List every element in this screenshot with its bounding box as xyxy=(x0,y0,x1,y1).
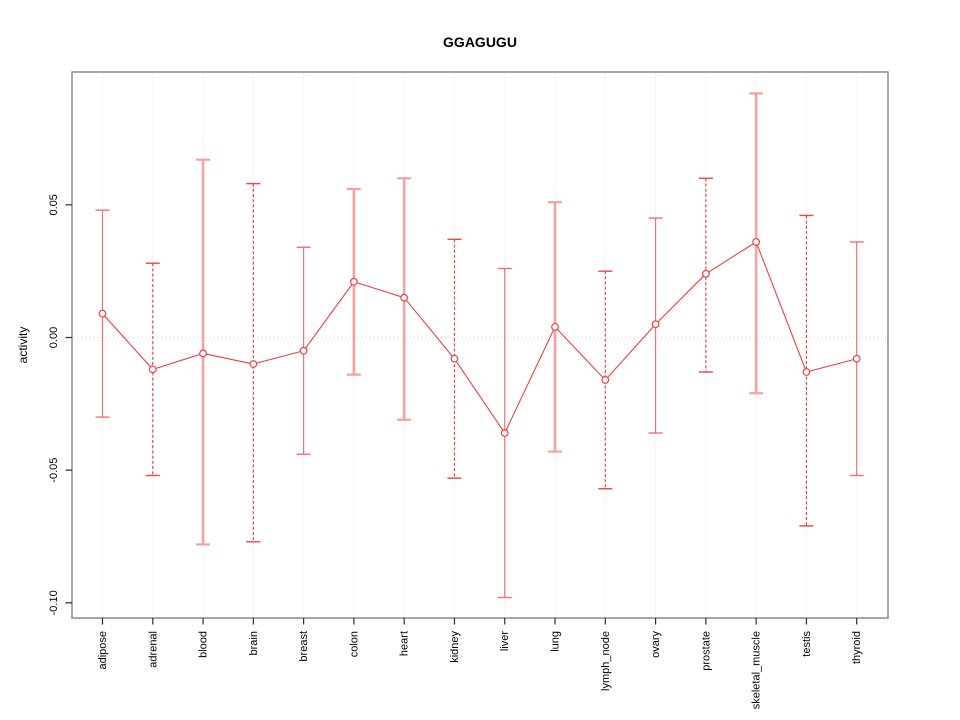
data-point xyxy=(651,320,660,329)
data-point xyxy=(199,349,207,358)
x-tick-label: heart xyxy=(399,631,411,656)
series-segment xyxy=(353,281,405,299)
data-point xyxy=(500,429,509,437)
plot-border xyxy=(71,71,889,619)
data-point xyxy=(752,238,761,246)
x-tick-label: adipose xyxy=(97,631,109,670)
data-point xyxy=(350,277,358,286)
series-segment xyxy=(705,241,757,275)
x-tick-label: brain xyxy=(248,631,260,655)
x-tick-label: breast xyxy=(298,631,310,662)
grid-layer xyxy=(73,73,887,617)
x-tick-label: colon xyxy=(348,631,360,657)
x-tick-label: ovary xyxy=(650,631,662,658)
series-segment xyxy=(102,313,154,370)
x-tick-label: skeletal_muscle xyxy=(751,631,763,709)
series-segment xyxy=(604,323,656,381)
y-tick-label: 0.00 xyxy=(48,327,60,348)
data-point xyxy=(249,360,258,368)
x-tick-label: blood xyxy=(198,631,210,658)
error-bar-series xyxy=(95,92,864,599)
x-tick-label: thyroid xyxy=(851,631,863,664)
series-segment xyxy=(253,350,304,365)
series-segment xyxy=(403,297,455,360)
data-point xyxy=(450,354,459,363)
axes: adipose adrenal blood brain breast colon heart… xyxy=(48,194,863,709)
data-point xyxy=(802,368,811,376)
x-tick-label: liver xyxy=(499,631,511,652)
data-point xyxy=(299,346,308,355)
x-tick-label: kidney xyxy=(449,631,461,663)
series-segment xyxy=(454,358,506,434)
x-tick-label: lung xyxy=(550,631,562,652)
data-point xyxy=(148,365,157,374)
series-segment xyxy=(554,326,606,381)
y-axis-label: activity xyxy=(16,327,30,364)
y-tick-label: -0.10 xyxy=(48,590,60,615)
x-tick-label: adrenal xyxy=(147,631,159,668)
y-tick-label: 0.05 xyxy=(48,194,60,215)
series-segment xyxy=(202,352,254,365)
chart-title: GGAGUGU xyxy=(443,34,517,50)
series-segment xyxy=(806,358,857,373)
data-point xyxy=(400,293,409,302)
series-segment xyxy=(152,352,204,370)
data-point xyxy=(701,269,710,278)
series-segment xyxy=(504,326,556,434)
series-segment xyxy=(303,281,355,352)
x-tick-label: lymph_node xyxy=(600,631,612,691)
x-tick-label: prostate xyxy=(700,631,712,671)
y-tick-label: -0.05 xyxy=(48,458,60,483)
x-tick-label: testis xyxy=(801,631,813,657)
data-point xyxy=(852,354,861,363)
data-point xyxy=(551,322,559,331)
data-point xyxy=(98,309,107,318)
series-segment xyxy=(755,241,807,373)
data-point xyxy=(601,376,610,384)
series-segment xyxy=(655,273,707,325)
